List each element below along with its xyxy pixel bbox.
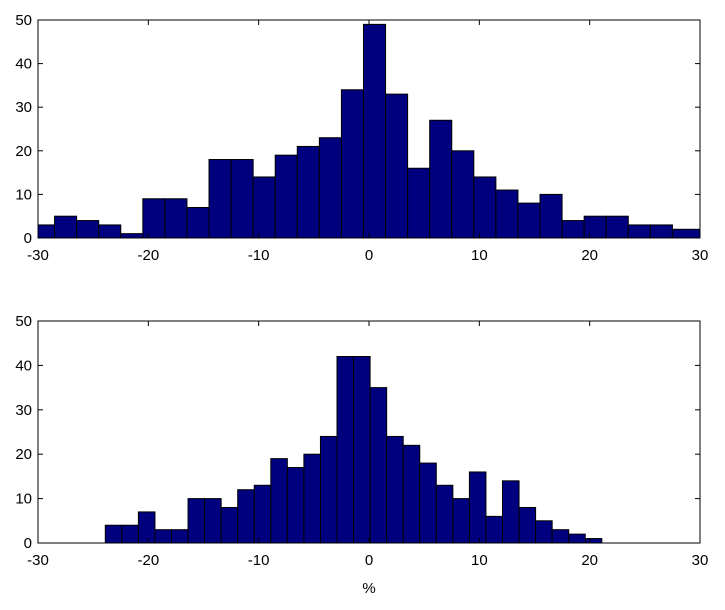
y-tick-label: 10 [15, 186, 32, 203]
bar [362, 23, 387, 239]
bar [518, 506, 537, 544]
bar [319, 435, 338, 544]
x-tick-label: 30 [692, 247, 709, 264]
bar [568, 533, 586, 544]
bar [237, 489, 255, 544]
y-tick-label: 20 [15, 446, 32, 463]
bar [230, 159, 254, 239]
bar [539, 193, 563, 239]
bar [495, 189, 519, 239]
bar [385, 93, 409, 239]
x-tick-label: 10 [471, 552, 488, 569]
bar [584, 538, 603, 544]
bar [187, 498, 206, 544]
y-tick-label: 40 [15, 56, 32, 73]
bar [137, 511, 156, 544]
bar [336, 356, 355, 544]
y-tick-label: 40 [15, 357, 32, 374]
x-tick-label: -30 [27, 552, 49, 569]
bar [407, 167, 431, 239]
y-tick-label: 30 [15, 99, 32, 116]
bar [551, 529, 570, 544]
bar [561, 220, 585, 239]
bar [435, 484, 454, 544]
bar [353, 356, 371, 544]
bar [583, 215, 607, 239]
x-tick-label: 20 [581, 552, 598, 569]
bar [204, 498, 222, 544]
x-tick-label: -20 [137, 552, 159, 569]
bar [318, 137, 342, 239]
y-tick-label: 0 [24, 230, 32, 247]
bar [296, 145, 320, 239]
x-tick-label: -10 [248, 552, 270, 569]
y-tick-label: 50 [15, 313, 32, 330]
x-tick-label: -20 [137, 247, 159, 264]
bar [186, 206, 210, 239]
bar [120, 233, 144, 239]
bar [502, 480, 520, 544]
bar [605, 215, 629, 239]
bar [286, 467, 305, 544]
y-tick-label: 50 [15, 12, 32, 29]
bar [451, 150, 475, 239]
bar [386, 435, 404, 544]
x-tick-label: -10 [248, 247, 270, 264]
bar [104, 524, 123, 544]
x-tick-label: 0 [365, 247, 373, 264]
x-tick-label: 0 [365, 552, 373, 569]
bar [340, 89, 364, 239]
bar [252, 176, 276, 239]
bar [535, 520, 553, 544]
x-tick-label: 10 [471, 247, 488, 264]
bar [274, 154, 298, 239]
x-axis-label: % [362, 580, 375, 597]
bar [98, 224, 122, 239]
bar [473, 176, 497, 239]
y-tick-label: 0 [24, 535, 32, 552]
y-tick-label: 30 [15, 402, 32, 419]
bar [419, 462, 437, 544]
bar [37, 224, 56, 239]
bar [121, 524, 139, 544]
bar [369, 387, 388, 544]
bar [208, 159, 232, 239]
bar [649, 224, 673, 239]
bar [452, 498, 470, 544]
bar [402, 444, 421, 544]
bar [220, 506, 239, 544]
bar [164, 198, 188, 239]
y-tick-label: 10 [15, 491, 32, 508]
bar [270, 458, 288, 544]
bar [671, 228, 701, 239]
bar [303, 453, 321, 544]
bar [171, 529, 189, 544]
bar [627, 224, 651, 239]
bar [76, 220, 100, 239]
x-tick-label: 30 [692, 552, 709, 569]
bar [429, 119, 453, 239]
bar [253, 484, 272, 544]
x-tick-label: 20 [581, 247, 598, 264]
x-tick-label: -30 [27, 247, 49, 264]
bar [142, 198, 166, 239]
bar [54, 215, 78, 239]
y-tick-label: 20 [15, 143, 32, 160]
bar [154, 529, 173, 544]
bar [468, 471, 487, 544]
bar [517, 202, 541, 239]
bar [485, 515, 504, 544]
